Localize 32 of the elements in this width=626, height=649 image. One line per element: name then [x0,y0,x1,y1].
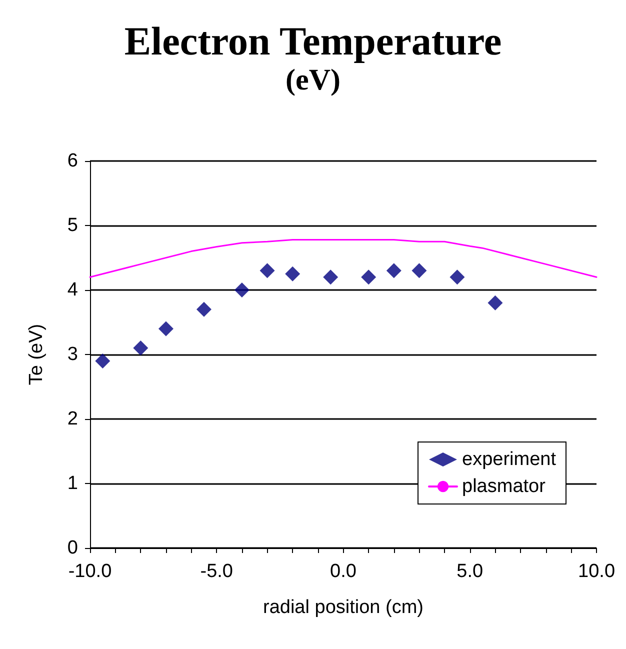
x-axis-title: radial position (cm) [263,597,424,618]
y-tick-label: 0 [67,538,78,558]
x-tick-label: -5.0 [200,561,234,582]
point [361,270,376,285]
point [323,270,338,285]
point [386,263,402,278]
y-tick-label: 6 [67,150,78,172]
point [196,302,212,317]
x-tick-label: 5.0 [456,561,484,582]
point [234,282,250,298]
y-tick-label: 5 [67,215,78,236]
point [412,263,427,278]
point [133,340,148,356]
y-tick-label: 2 [67,408,78,430]
line-series [89,238,598,278]
point [285,266,300,282]
y-axis-title: Te (eV) [26,324,47,386]
x-tick-label: 0.0 [330,561,356,582]
legend-label: experiment [462,449,557,470]
chart-title: Electron Temperature [124,18,502,64]
legend-label: plasmator [462,476,546,497]
y-tick-label: 1 [67,473,78,494]
point [488,295,503,310]
x-tick-label: -10.0 [68,561,112,582]
y-tick-label: 4 [67,280,78,300]
point [260,263,275,278]
point [450,270,465,285]
point [95,353,110,368]
point [158,321,174,336]
chart-subtitle: (eV) [286,64,340,96]
x-tick-label: 10.0 [578,561,616,582]
y-tick-label: 3 [67,344,78,365]
